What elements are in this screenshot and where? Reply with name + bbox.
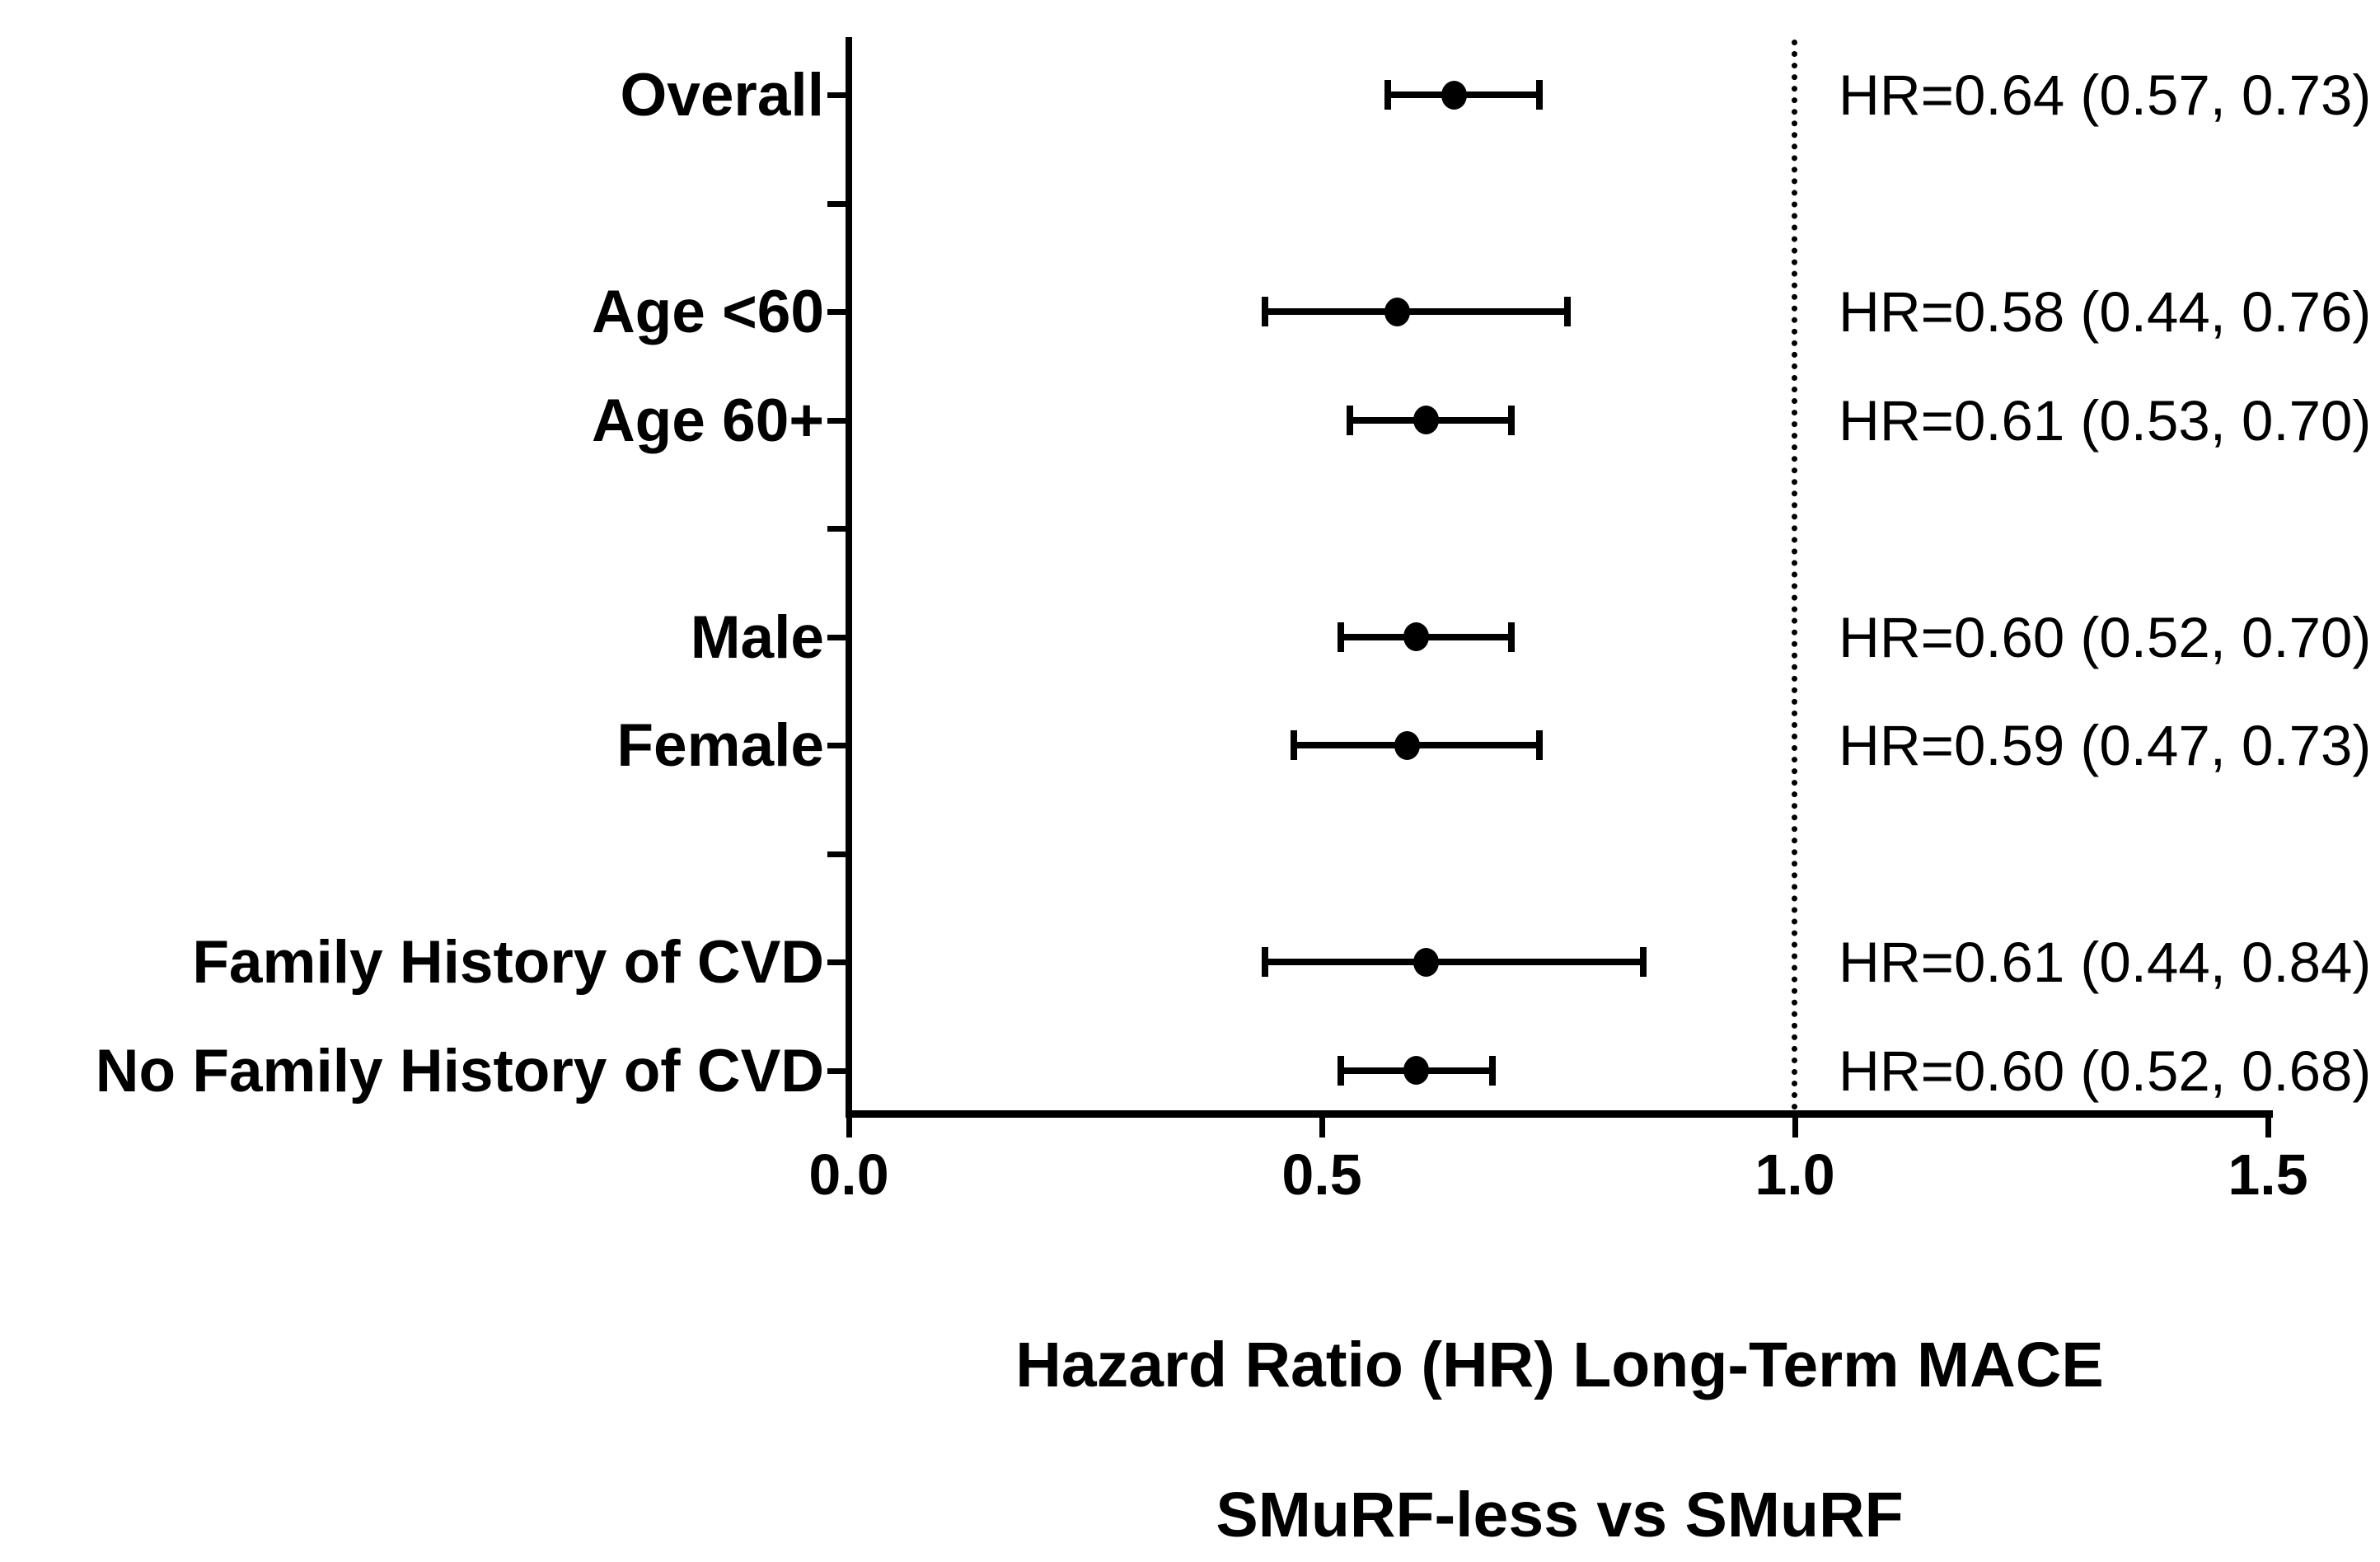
y-axis-tick: [827, 851, 849, 857]
y-axis-tick: [827, 743, 849, 748]
hr-annotation-family-history-of-cvd: HR=0.61 (0.44, 0.84): [1839, 931, 2372, 994]
ci-cap-high-male: [1507, 622, 1515, 652]
ci-cap-high-family-history-of-cvd: [1640, 947, 1647, 977]
x-tick-label: 1.5: [2228, 1142, 2308, 1207]
x-axis-title: Hazard Ratio (HR) Long-Term MACE: [1015, 1330, 2104, 1400]
reference-line-hr-1: [1792, 40, 1797, 1110]
ci-line-family-history-of-cvd: [1265, 959, 1644, 965]
ci-cap-high-no-family-history-of-cvd: [1488, 1055, 1496, 1086]
hr-annotation-female: HR=0.59 (0.47, 0.73): [1839, 714, 2372, 777]
hr-annotation-age-60: HR=0.58 (0.44, 0.76): [1839, 280, 2372, 344]
x-axis-tick: [1792, 1118, 1798, 1137]
point-estimate-family-history-of-cvd: [1413, 947, 1439, 977]
row-label-no-family-history-of-cvd: No Family History of CVD: [95, 1037, 824, 1105]
ci-cap-high-age-60: [1507, 405, 1515, 435]
ci-cap-high-female: [1536, 730, 1544, 760]
hr-annotation-age-60: HR=0.61 (0.53, 0.70): [1839, 388, 2372, 453]
y-axis-tick: [827, 200, 849, 207]
y-axis-tick: [827, 309, 849, 315]
point-estimate-age-60: [1384, 297, 1411, 326]
row-label-male: Male: [690, 603, 824, 671]
y-axis-line: [846, 37, 852, 1117]
x-tick-label: 0.5: [1281, 1142, 1362, 1207]
comparison-subtitle: SMuRF-less vs SMuRF: [1216, 1480, 1904, 1550]
ci-cap-high-overall: [1536, 80, 1544, 110]
y-axis-tick: [827, 92, 849, 98]
row-label-female: Female: [616, 712, 824, 779]
ci-cap-low-male: [1337, 622, 1344, 652]
y-axis-tick: [827, 959, 849, 965]
point-estimate-age-60: [1413, 406, 1439, 434]
row-label-overall: Overall: [620, 62, 824, 129]
ci-line-age-60: [1265, 308, 1568, 315]
row-label-family-history-of-cvd: Family History of CVD: [192, 929, 824, 996]
point-estimate-overall: [1441, 80, 1468, 110]
y-axis-tick: [827, 634, 849, 640]
ci-cap-low-family-history-of-cvd: [1262, 947, 1269, 977]
point-estimate-female: [1394, 730, 1420, 760]
hr-annotation-no-family-history-of-cvd: HR=0.60 (0.52, 0.68): [1839, 1039, 2372, 1103]
x-tick-label: 1.0: [1755, 1142, 1835, 1207]
ci-cap-high-age-60: [1564, 297, 1572, 326]
ci-cap-low-no-family-history-of-cvd: [1337, 1055, 1344, 1086]
x-axis-tick: [846, 1118, 852, 1137]
hr-annotation-male: HR=0.60 (0.52, 0.70): [1839, 605, 2372, 669]
ci-cap-low-age-60: [1347, 405, 1354, 435]
point-estimate-no-family-history-of-cvd: [1403, 1056, 1430, 1085]
x-axis-line: [846, 1110, 2273, 1118]
row-label-age-60: Age <60: [591, 279, 824, 345]
hr-annotation-overall: HR=0.64 (0.57, 0.73): [1839, 63, 2372, 127]
x-tick-label: 0.0: [808, 1142, 889, 1207]
ci-cap-low-overall: [1384, 80, 1392, 110]
x-axis-tick: [1319, 1118, 1325, 1137]
row-label-age-60: Age 60+: [591, 387, 824, 454]
y-axis-tick: [827, 526, 849, 532]
y-axis-tick: [827, 1067, 849, 1074]
x-axis-tick: [2265, 1118, 2271, 1137]
ci-cap-low-female: [1290, 730, 1297, 760]
ci-cap-low-age-60: [1262, 297, 1269, 326]
point-estimate-male: [1403, 622, 1430, 651]
y-axis-tick: [827, 417, 849, 424]
